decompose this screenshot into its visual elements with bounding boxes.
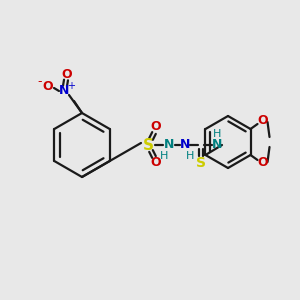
Text: S: S: [196, 156, 206, 170]
Text: N: N: [180, 139, 190, 152]
Text: +: +: [67, 81, 75, 91]
Text: O: O: [151, 157, 161, 169]
Text: N: N: [59, 85, 69, 98]
Text: H: H: [186, 151, 194, 161]
Text: N: N: [212, 139, 222, 152]
Text: -: -: [38, 76, 42, 88]
Text: O: O: [257, 157, 268, 169]
Text: N: N: [164, 139, 174, 152]
Text: H: H: [213, 129, 221, 139]
Text: O: O: [257, 115, 268, 128]
Text: O: O: [43, 80, 53, 94]
Text: O: O: [151, 121, 161, 134]
Text: O: O: [62, 68, 72, 82]
Text: H: H: [160, 151, 168, 161]
Text: S: S: [142, 137, 154, 152]
